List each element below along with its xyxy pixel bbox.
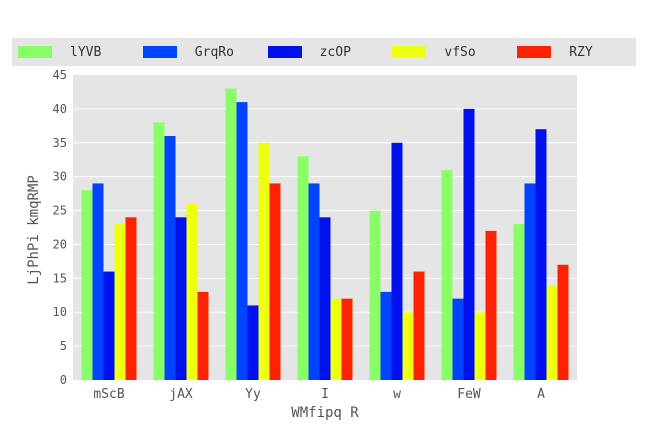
bar-GrqRo-w [380, 291, 392, 380]
bar-vfSo-Yy [258, 142, 270, 380]
y-tick-label: 5 [60, 339, 67, 353]
bar-GrqRo-Yy [236, 102, 248, 380]
x-tick-label: jAX [169, 387, 193, 402]
bar-RZY-jAX [197, 291, 209, 380]
y-tick-label: 20 [53, 237, 67, 251]
bar-vfSo-A [546, 285, 558, 380]
legend-item: zcOP [267, 38, 351, 66]
bar-lYVB-jAX [153, 122, 165, 380]
y-axis-ticks: 0 5 10 15 20 25 30 35 40 45 [53, 68, 67, 387]
bar-vfSo-FeW [474, 312, 486, 380]
bar-vfSo-jAX [186, 203, 198, 380]
bar-RZY-FeW [485, 230, 497, 380]
legend-swatch [142, 46, 177, 58]
y-axis-label: LjPhPi kmqRMP [26, 175, 42, 285]
x-tick-label: I [321, 387, 329, 402]
y-tick-label: 35 [53, 136, 67, 150]
legend-label: vfSo [444, 44, 476, 60]
bar-lYVB-mScB [81, 190, 93, 380]
legend-label: zcOP [319, 44, 351, 60]
bar-zcOP-FeW [463, 108, 475, 380]
x-tick-label: w [393, 387, 401, 402]
bar-GrqRo-mScB [92, 183, 104, 380]
x-axis-label: WMfipq R [291, 405, 359, 421]
bar-GrqRo-FeW [452, 298, 464, 380]
x-tick-label: mScB [93, 387, 124, 402]
bar-lYVB-A [513, 224, 525, 380]
bar-zcOP-jAX [175, 217, 187, 380]
y-tick-label: 45 [53, 68, 67, 82]
bar-zcOP-w [391, 142, 403, 380]
bar-RZY-w [413, 271, 425, 380]
y-tick-label: 30 [53, 170, 67, 184]
bar-vfSo-w [402, 312, 414, 380]
legend-item: GrqRo [142, 38, 234, 66]
bar-RZY-I [341, 298, 353, 380]
x-tick-label: A [537, 387, 545, 402]
bar-vfSo-I [330, 298, 342, 380]
bar-lYVB-Yy [225, 88, 237, 381]
x-tick-label: FeW [457, 387, 481, 402]
bar-zcOP-A [535, 129, 547, 380]
y-tick-label: 0 [60, 373, 67, 387]
legend-label: lYVB [70, 44, 102, 60]
bar-RZY-A [557, 264, 569, 380]
legend-label: GrqRo [194, 44, 234, 60]
bars-group [81, 88, 569, 381]
legend-swatch [517, 46, 552, 58]
legend-swatch [267, 46, 302, 58]
bar-GrqRo-I [308, 183, 320, 380]
y-tick-label: 15 [53, 271, 67, 285]
x-tick-label: Yy [245, 387, 261, 402]
bar-vfSo-mScB [114, 224, 126, 380]
y-tick-label: 25 [53, 204, 67, 218]
bar-zcOP-I [319, 217, 331, 380]
legend-item: vfSo [392, 38, 476, 66]
chart-legend: lYVB GrqRo zcOP vfSo RZY [12, 38, 636, 66]
bar-RZY-mScB [125, 217, 137, 380]
legend-label: RZY [569, 44, 593, 60]
legend-swatch [392, 46, 427, 58]
bar-zcOP-Yy [247, 305, 259, 380]
legend-swatch [18, 46, 52, 58]
y-tick-label: 40 [53, 102, 67, 116]
y-tick-label: 10 [53, 305, 67, 319]
bar-lYVB-w [369, 210, 381, 380]
bar-lYVB-I [297, 156, 309, 380]
bar-GrqRo-A [524, 183, 536, 380]
bar-GrqRo-jAX [164, 136, 176, 380]
legend-item: lYVB [18, 38, 101, 66]
bar-RZY-Yy [269, 183, 281, 380]
bar-zcOP-mScB [103, 271, 115, 380]
legend-item: RZY [517, 38, 593, 66]
bar-lYVB-FeW [441, 169, 453, 380]
